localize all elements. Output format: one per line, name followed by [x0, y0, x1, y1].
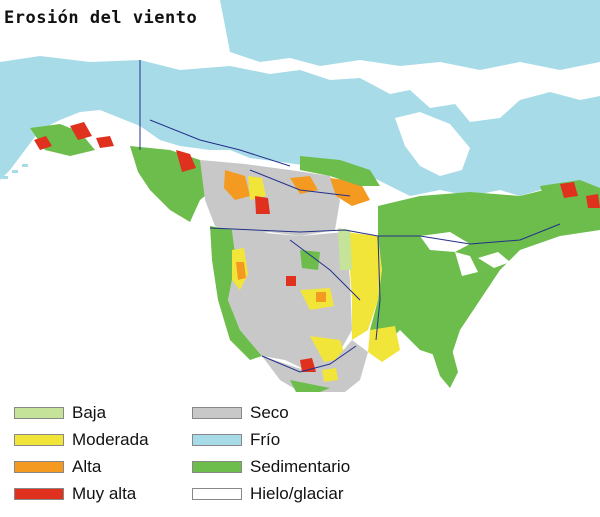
legend-label-moderada: Moderada — [72, 430, 149, 449]
legend-label-sedimentario: Sedimentario — [250, 457, 351, 476]
political-borders — [139, 60, 561, 373]
legend-label-muy-alta: Muy alta — [72, 484, 137, 503]
legend-item-frio: Frío — [192, 429, 280, 451]
swatch-seco — [192, 407, 242, 419]
aleutian-islands — [2, 164, 28, 179]
swatch-baja — [14, 407, 64, 419]
legend-label-baja: Baja — [72, 403, 107, 422]
map-title: Erosión del viento — [4, 8, 198, 28]
alaska-coastal-erosion — [30, 122, 114, 156]
north-america-map-svg — [0, 0, 600, 392]
swatch-moderada — [14, 434, 64, 446]
legend-label-frio: Frío — [250, 430, 281, 449]
legend-item-alta: Alta — [14, 456, 101, 478]
legend-item-hielo-glaciar: Hielo/glaciar — [192, 483, 344, 505]
hudson-bay — [395, 112, 470, 176]
legend-item-seco: Seco — [192, 402, 289, 424]
map-legend: Baja Moderada Alta Muy alta Seco Frío Se… — [0, 392, 600, 517]
swatch-sedimentario — [192, 461, 242, 473]
swatch-frio — [192, 434, 242, 446]
swatch-hielo — [192, 488, 242, 500]
legend-item-moderada: Moderada — [14, 429, 149, 451]
legend-label-hielo-glaciar: Hielo/glaciar — [250, 484, 344, 503]
atlantic-canada — [540, 180, 600, 226]
swatch-muy-alta — [14, 488, 64, 500]
legend-item-baja: Baja — [14, 402, 106, 424]
legend-label-seco: Seco — [250, 403, 289, 422]
usa-regions — [210, 186, 600, 388]
western-mountains — [130, 146, 380, 236]
legend-item-sedimentario: Sedimentario — [192, 456, 350, 478]
mexico-regions — [262, 340, 368, 392]
swatch-alta — [14, 461, 64, 473]
legend-item-muy-alta: Muy alta — [14, 483, 136, 505]
legend-label-alta: Alta — [72, 457, 102, 476]
erosion-map — [0, 0, 600, 392]
arctic-islands — [220, 0, 600, 70]
